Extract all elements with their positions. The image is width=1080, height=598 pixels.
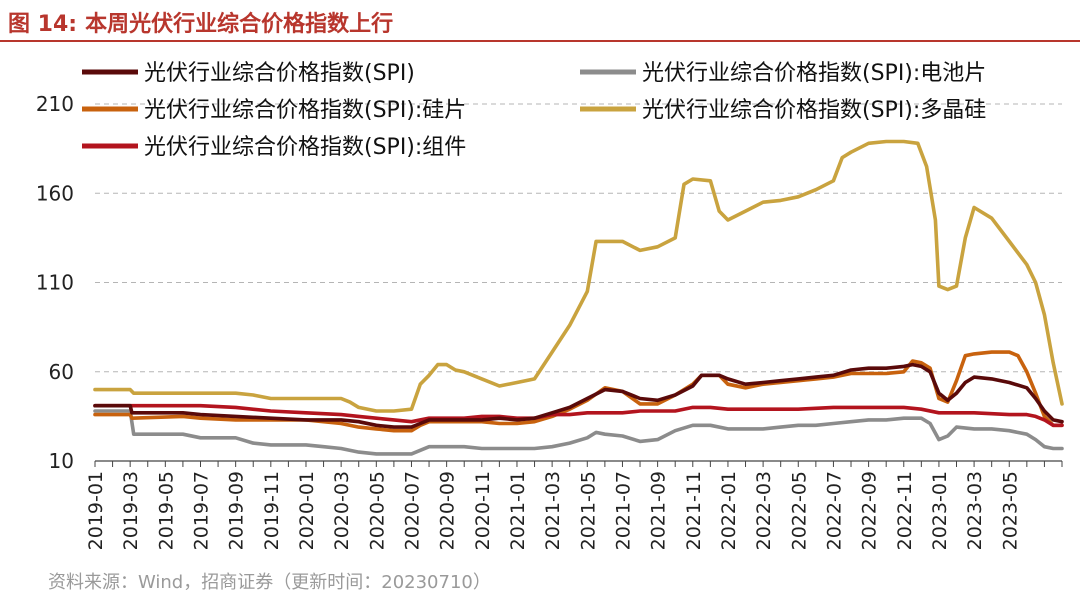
y-tick-label: 110 [36, 271, 74, 295]
x-tick-label: 2021-07 [612, 471, 634, 550]
figure-title: 图 14: 本周光伏行业综合价格指数上行 [8, 6, 393, 38]
x-tick-label: 2020-07 [401, 471, 423, 550]
legend-item: 光伏行业综合价格指数(SPI):电池片 [580, 61, 986, 86]
x-tick-label: 2019-09 [226, 471, 248, 550]
legend-label: 光伏行业综合价格指数(SPI):硅片 [144, 98, 466, 123]
x-tick-label: 2023-03 [964, 471, 986, 550]
legend-label: 光伏行业综合价格指数(SPI) [144, 61, 415, 86]
x-tick-label: 2022-11 [894, 471, 916, 550]
x-tick-label: 2019-01 [85, 471, 107, 550]
legend: 光伏行业综合价格指数(SPI) 光伏行业综合价格指数(SPI):电池片光伏行业综合… [82, 61, 986, 160]
axes: 10 60 110 160 210 2019-01 2019-03 2019-05 2019-0… [36, 92, 1063, 550]
figure-number: 图 14: [8, 12, 78, 37]
source-note: 资料来源：Wind，招商证券（更新时间：20230710） [48, 572, 491, 593]
x-tick-label: 2022-03 [753, 471, 775, 550]
legend-item: 光伏行业综合价格指数(SPI) [82, 61, 415, 86]
y-tick-label: 10 [49, 449, 74, 473]
x-tick-label: 2022-07 [823, 471, 845, 550]
legend-label: 光伏行业综合价格指数(SPI):多晶硅 [642, 98, 986, 123]
x-tick-label: 2019-05 [155, 471, 177, 550]
legend-label: 光伏行业综合价格指数(SPI):组件 [144, 135, 466, 160]
x-tick-label: 2021-01 [507, 471, 529, 550]
legend-item: 光伏行业综合价格指数(SPI):多晶硅 [580, 98, 986, 123]
x-tick-label: 2022-01 [718, 471, 740, 550]
legend-item: 光伏行业综合价格指数(SPI):组件 [82, 135, 466, 160]
x-tick-label: 2020-05 [366, 471, 388, 550]
legend-item: 光伏行业综合价格指数(SPI):硅片 [82, 98, 466, 123]
series-line [93, 139, 1064, 413]
series-line [93, 403, 1064, 428]
x-tick-label: 2022-09 [859, 471, 881, 550]
title-rule [0, 40, 1080, 42]
x-tick-label: 2019-07 [190, 471, 212, 550]
x-tick-label: 2019-11 [261, 471, 283, 550]
figure-title-text: 本周光伏行业综合价格指数上行 [85, 12, 394, 37]
x-tick-label: 2020-11 [472, 471, 494, 550]
x-tick-label: 2023-05 [999, 471, 1021, 550]
line-chart: 10 60 110 160 210 2019-01 2019-03 2019-05 2019-0… [36, 61, 1064, 550]
y-tick-label: 160 [36, 181, 74, 205]
x-tick-label: 2021-09 [648, 471, 670, 550]
x-tick-label: 2021-11 [683, 471, 705, 550]
series-lines [93, 139, 1064, 456]
x-tick-label: 2020-09 [437, 471, 459, 550]
legend-label: 光伏行业综合价格指数(SPI):电池片 [642, 61, 986, 86]
x-tick-label: 2021-03 [542, 471, 564, 550]
x-tick-label: 2022-05 [788, 471, 810, 550]
x-tick-label: 2020-03 [331, 471, 353, 550]
x-tick-label: 2021-05 [577, 471, 599, 550]
x-tick-label: 2023-01 [929, 471, 951, 550]
series-line [93, 362, 1064, 429]
y-tick-label: 210 [36, 92, 74, 116]
series-line [93, 409, 1064, 456]
x-tick-label: 2019-03 [120, 471, 142, 550]
x-tick-label: 2020-01 [296, 471, 318, 550]
y-tick-label: 60 [49, 360, 74, 384]
